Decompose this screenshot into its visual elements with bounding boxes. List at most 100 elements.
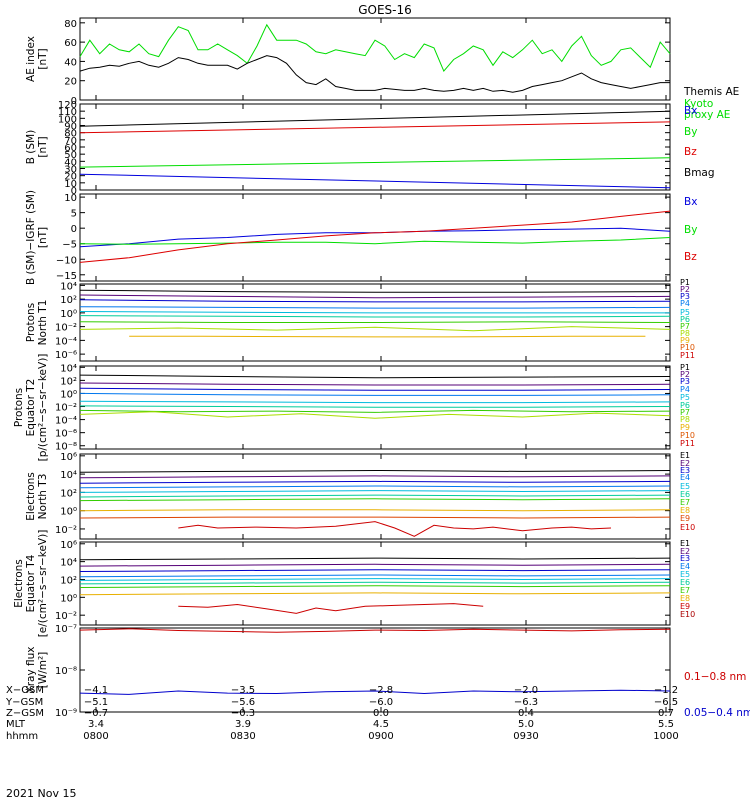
- legend-label: P11: [680, 439, 695, 448]
- y-tick-label: 10⁶: [60, 452, 77, 463]
- y-tick-label: 30: [64, 165, 77, 176]
- x-axis-value: 5.0: [518, 719, 534, 730]
- legend-label: E9: [680, 602, 690, 611]
- legend-label: E7: [680, 498, 690, 507]
- y-axis-label: Equator T4: [25, 554, 37, 612]
- series-line-e9: [79, 516, 671, 519]
- legend-label: 0.05−0.4 nm: [684, 707, 750, 719]
- series-line-e2: [79, 475, 671, 479]
- legend-label: proxy AE: [684, 109, 730, 121]
- legend-label: P2: [680, 370, 690, 379]
- panel-bigrf: −15 −10 −5 0 5 10 B (SM)−IGRF (SM) [nT] Bx By Bz: [25, 190, 697, 285]
- y-axis-label: Protons: [13, 388, 25, 427]
- series-line-p5: [79, 311, 670, 314]
- y-tick-label: 10⁻²: [55, 323, 77, 334]
- x-axis-row-label: MLT: [6, 719, 26, 730]
- x-axis-value: −2.8: [369, 685, 393, 696]
- y-tick-label: 10⁰: [60, 507, 77, 518]
- legend-label: E2: [680, 547, 690, 556]
- legend-label: P4: [680, 385, 690, 394]
- legend-label: P3: [680, 377, 690, 386]
- y-tick-label: 10⁻⁸: [55, 666, 77, 677]
- y-axis-label: [nT]: [37, 136, 49, 157]
- series-line-p6: [79, 315, 671, 318]
- series-line-e4: [79, 574, 671, 578]
- legend-label: E3: [680, 554, 690, 563]
- legend-label: Bz: [684, 251, 697, 263]
- x-axis-row-label: Z−GSM: [6, 708, 44, 719]
- legend-label: P7: [680, 322, 690, 331]
- legend-label: E8: [680, 594, 690, 603]
- panel-et4: 10⁻² 10⁰ 10² 10⁴ 10⁶ Electrons Equator T4 [e/(c…: [13, 530, 695, 638]
- series-line-e4: [79, 485, 671, 489]
- y-tick-label: 10²: [60, 575, 77, 586]
- x-axis-value: 0930: [513, 731, 538, 742]
- legend-label: P2: [680, 285, 690, 294]
- y-tick-label: 10⁴: [60, 281, 77, 292]
- x-axis-value: −3.5: [231, 685, 255, 696]
- series-line-e6: [79, 494, 671, 498]
- legend-label: P9: [680, 423, 690, 432]
- x-axis-row-label: Y−GSM: [5, 697, 43, 708]
- x-axis-value: 0.4: [518, 708, 534, 719]
- y-axis-label: Protons: [25, 303, 37, 342]
- y-tick-label: 110: [58, 107, 77, 118]
- legend-label: Bx: [684, 105, 697, 117]
- y-axis-label: B (SM)−IGRF (SM): [25, 190, 37, 285]
- series-line-p3: [79, 299, 671, 303]
- legend-label: E1: [680, 451, 690, 460]
- series-line-p8: [79, 326, 671, 332]
- y-tick-label: 5: [71, 209, 77, 220]
- panel-pt2: 10⁻⁸ 10⁻⁶ 10⁻⁴ 10⁻² 10⁰ 10² 10⁴ Protons Equator …: [13, 354, 695, 462]
- y-axis-label: [nT]: [37, 227, 49, 248]
- y-axis-label: [W/m²]: [37, 652, 49, 689]
- legend-label: E5: [680, 482, 690, 491]
- y-tick-label: 80: [64, 129, 77, 140]
- y-axis-label: Electrons: [25, 472, 37, 521]
- legend-label: P9: [680, 336, 690, 345]
- y-axis-label: [nT]: [37, 48, 49, 69]
- y-tick-label: 0: [71, 96, 77, 107]
- y-axis-label: B (SM): [25, 130, 37, 164]
- series-line-by: [79, 237, 671, 245]
- x-axis-value: 0.7: [658, 708, 674, 719]
- x-axis-value: 0800: [83, 731, 108, 742]
- x-axis-value: 4.5: [373, 719, 389, 730]
- series-line-p4: [79, 392, 671, 396]
- series-line-p2: [79, 294, 671, 299]
- series-line-e7: [79, 498, 671, 502]
- y-tick-label: 10⁴: [60, 363, 77, 374]
- legend-label: P10: [680, 343, 695, 352]
- series-line-p3: [79, 387, 671, 391]
- y-tick-label: 10⁴: [60, 558, 77, 569]
- legend-label: P5: [680, 393, 690, 402]
- series-line-p7: [79, 409, 671, 413]
- legend-label: E4: [680, 473, 690, 482]
- y-axis-label: North T3: [37, 474, 49, 520]
- legend-label: Themis AE: [683, 86, 739, 98]
- y-tick-label: 10: [64, 193, 77, 204]
- legend-label: E3: [680, 466, 690, 475]
- series-line-e1: [79, 469, 671, 473]
- series-line-e6: [79, 581, 671, 585]
- y-axis-label: Equator T2: [25, 379, 37, 437]
- y-axis-label: [e/(cm²−s−sr−keV)]: [37, 530, 49, 638]
- legend-label: E9: [680, 514, 690, 523]
- y-axis-label: [p/(cm²−s−sr−keV)]: [37, 354, 49, 462]
- y-tick-label: 10: [64, 179, 77, 190]
- legend-label: E6: [680, 578, 690, 587]
- series-line-p9: [129, 335, 646, 338]
- series-line-p7: [79, 321, 671, 323]
- x-axis-value: 5.5: [658, 719, 674, 730]
- y-tick-label: 10²: [60, 488, 77, 499]
- series-line-p2: [79, 382, 671, 386]
- y-tick-label: 10⁴: [60, 470, 77, 481]
- panel-frame: [79, 193, 671, 282]
- legend-label: P3: [680, 292, 690, 301]
- y-tick-label: 10⁻⁹: [55, 708, 77, 719]
- series-line-bx: [79, 173, 671, 189]
- x-axis-value: −6.5: [654, 697, 678, 708]
